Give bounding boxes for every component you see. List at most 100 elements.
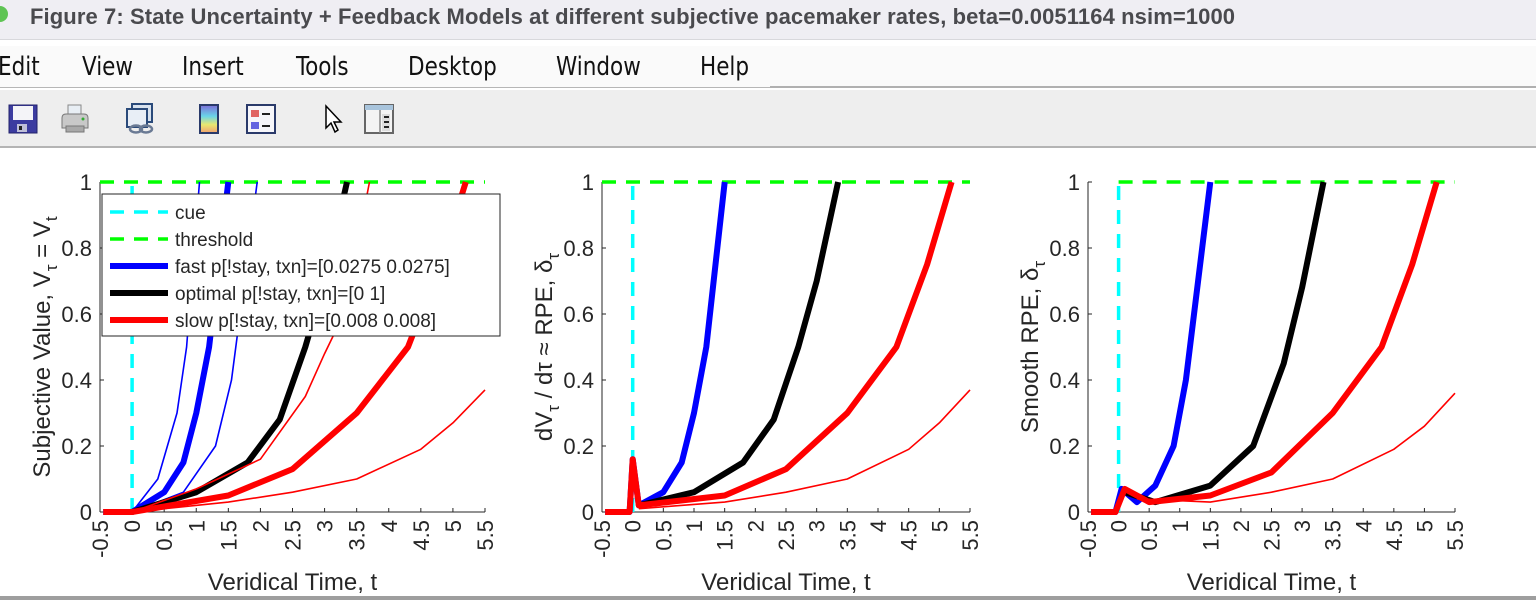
y-tick-label: 0 bbox=[80, 500, 92, 525]
menu-window[interactable]: Window bbox=[556, 52, 641, 82]
figure-canvas: 0 0.2 0.4 0.6 0.8 1 -0.5 0 0.5 1 1.5 2 2.5 3 3.5 4 4.5 5 5… bbox=[0, 150, 1536, 600]
series-optimal-mean bbox=[638, 181, 842, 509]
y-tick-label: 0.8 bbox=[1049, 236, 1080, 261]
x-tick-label: -0.5 bbox=[590, 520, 615, 558]
x-tick-label: 5 bbox=[927, 520, 952, 532]
menu-insert[interactable]: Insert bbox=[182, 52, 244, 82]
y-tick-label: 0.4 bbox=[61, 368, 92, 393]
legend[interactable]: cue threshold fast p[!stay, txn]=[0.0275 0… bbox=[101, 193, 501, 337]
x-tick-label: 1 bbox=[1168, 520, 1193, 532]
colorbar-icon[interactable] bbox=[192, 102, 226, 136]
x-axis-label: Veridical Time, t bbox=[1187, 569, 1357, 596]
menu-edit[interactable]: Edit bbox=[0, 52, 40, 82]
x-tick-label: -0.5 bbox=[1076, 520, 1101, 558]
x-tick-label: 2.5 bbox=[281, 520, 306, 551]
x-tick-label: 4.5 bbox=[409, 520, 434, 551]
axes-2[interactable]: 00.20.40.60.81-0.5 0 0.5 1 1.5 2 2.5 3 3.5 4 4.5 5 5… bbox=[531, 170, 983, 596]
window-zoom-button[interactable] bbox=[0, 6, 8, 22]
y-axis-label: dVτ / dτ ≈ RPE, δτ bbox=[531, 253, 563, 441]
menu-help[interactable]: Help bbox=[700, 52, 750, 82]
x-axis-label: Veridical Time, t bbox=[701, 569, 871, 596]
series-slow-lower bbox=[638, 389, 971, 510]
y-tick-label: 0.8 bbox=[61, 236, 92, 261]
x-tick-label: 5.5 bbox=[1443, 520, 1468, 551]
series-slow-lower bbox=[1136, 392, 1456, 503]
x-tick-label: 2.5 bbox=[774, 520, 799, 551]
y-tick-label: 0.8 bbox=[563, 236, 594, 261]
x-tick-label: 3 bbox=[805, 520, 830, 532]
series-slow-lower bbox=[132, 389, 486, 513]
window-title: Figure 7: State Uncertainty + Feedback M… bbox=[30, 4, 1236, 29]
series-slow-mean bbox=[605, 181, 955, 515]
menu-view[interactable]: View bbox=[82, 52, 134, 82]
x-tick-label: 1.5 bbox=[216, 520, 241, 551]
x-tick-label: 3.5 bbox=[1321, 520, 1346, 551]
x-tick-label: 5 bbox=[441, 520, 466, 532]
y-tick-label: 0.4 bbox=[563, 368, 594, 393]
x-tick-label: 4 bbox=[866, 520, 891, 532]
x-tick-label: -0.5 bbox=[88, 520, 113, 558]
y-tick-label: 0 bbox=[1068, 500, 1080, 525]
x-tick-label: 2 bbox=[1229, 520, 1254, 532]
menu-desktop[interactable]: Desktop bbox=[408, 52, 497, 82]
x-tick-label: 2 bbox=[743, 520, 768, 532]
legend-label: optimal p[!stay, txn]=[0 1] bbox=[175, 284, 385, 305]
save-icon[interactable] bbox=[6, 102, 40, 136]
y-tick-label: 0.4 bbox=[1049, 368, 1080, 393]
x-tick-label: 3 bbox=[1290, 520, 1315, 532]
menu-tools[interactable]: Tools bbox=[296, 52, 349, 82]
x-tick-label: 0 bbox=[1107, 520, 1132, 532]
y-tick-label: 0.6 bbox=[1049, 302, 1080, 327]
x-tick-label: 0.5 bbox=[152, 520, 177, 551]
x-tick-label: 1 bbox=[184, 520, 209, 532]
y-tick-label: 0.6 bbox=[563, 302, 594, 327]
y-tick-label: 0.6 bbox=[61, 302, 92, 327]
menubar: Edit View Insert Tools Desktop Window He… bbox=[0, 46, 770, 88]
legend-label: threshold bbox=[175, 230, 253, 251]
y-tick-label: 1 bbox=[80, 170, 92, 195]
legend-label: slow p[!stay, txn]=[0.008 0.008] bbox=[175, 311, 436, 332]
x-tick-label: 1.5 bbox=[713, 520, 738, 551]
y-tick-label: 0.2 bbox=[563, 434, 594, 459]
legend-icon[interactable] bbox=[244, 102, 278, 136]
y-axis-label: Subjective Value, Vτ = Vt bbox=[29, 216, 61, 477]
x-tick-label: 0 bbox=[621, 520, 646, 532]
y-tick-label: 0.2 bbox=[61, 434, 92, 459]
x-tick-label: 2.5 bbox=[1260, 520, 1285, 551]
x-tick-label: 4 bbox=[1351, 520, 1376, 532]
series-slow-mean bbox=[1091, 181, 1440, 515]
series-fast-mean bbox=[1091, 181, 1214, 515]
link-figure-icon[interactable] bbox=[124, 102, 158, 136]
x-tick-label: 1.5 bbox=[1198, 520, 1223, 551]
x-axis-label: Veridical Time, t bbox=[208, 569, 378, 596]
x-tick-label: 5.5 bbox=[473, 520, 498, 551]
legend-label: fast p[!stay, txn]=[0.0275 0.0275] bbox=[175, 257, 450, 278]
y-tick-label: 1 bbox=[1068, 170, 1080, 195]
figure-toolbar bbox=[0, 90, 1536, 148]
x-tick-label: 1 bbox=[682, 520, 707, 532]
x-tick-label: 0.5 bbox=[1137, 520, 1162, 551]
print-icon[interactable] bbox=[58, 102, 92, 136]
y-axis-label: Smooth RPE, δτ bbox=[1017, 261, 1049, 433]
axes-3[interactable]: 00.20.40.60.81-0.5 0 0.5 1 1.5 2 2.5 3 3.5 4 4.5 5 5… bbox=[1017, 170, 1468, 596]
x-tick-label: 0 bbox=[120, 520, 145, 532]
x-tick-label: 3 bbox=[313, 520, 338, 532]
x-tick-label: 5 bbox=[1412, 520, 1437, 532]
figure-svg: 00.20.40.60.81-0.5 0 0.5 1 1.5 2 2.5 3 3.5 4 4.5 5 5… bbox=[29, 170, 1468, 596]
menubar-filler bbox=[770, 46, 1536, 88]
y-tick-label: 1 bbox=[582, 170, 594, 195]
x-tick-label: 3.5 bbox=[345, 520, 370, 551]
x-tick-label: 0.5 bbox=[651, 520, 676, 551]
x-tick-label: 4.5 bbox=[897, 520, 922, 551]
property-inspector-icon[interactable] bbox=[362, 102, 396, 136]
series-fast-mean bbox=[605, 181, 728, 515]
legend-label: cue bbox=[175, 203, 206, 224]
x-tick-label: 4 bbox=[377, 520, 402, 532]
pointer-icon[interactable] bbox=[318, 102, 352, 136]
x-tick-label: 5.5 bbox=[958, 520, 983, 551]
window-titlebar: Figure 7: State Uncertainty + Feedback M… bbox=[0, 0, 1536, 40]
window-bottom-edge bbox=[0, 596, 1536, 600]
x-tick-label: 4.5 bbox=[1382, 520, 1407, 551]
x-tick-label: 3.5 bbox=[835, 520, 860, 551]
x-tick-label: 2 bbox=[248, 520, 273, 532]
